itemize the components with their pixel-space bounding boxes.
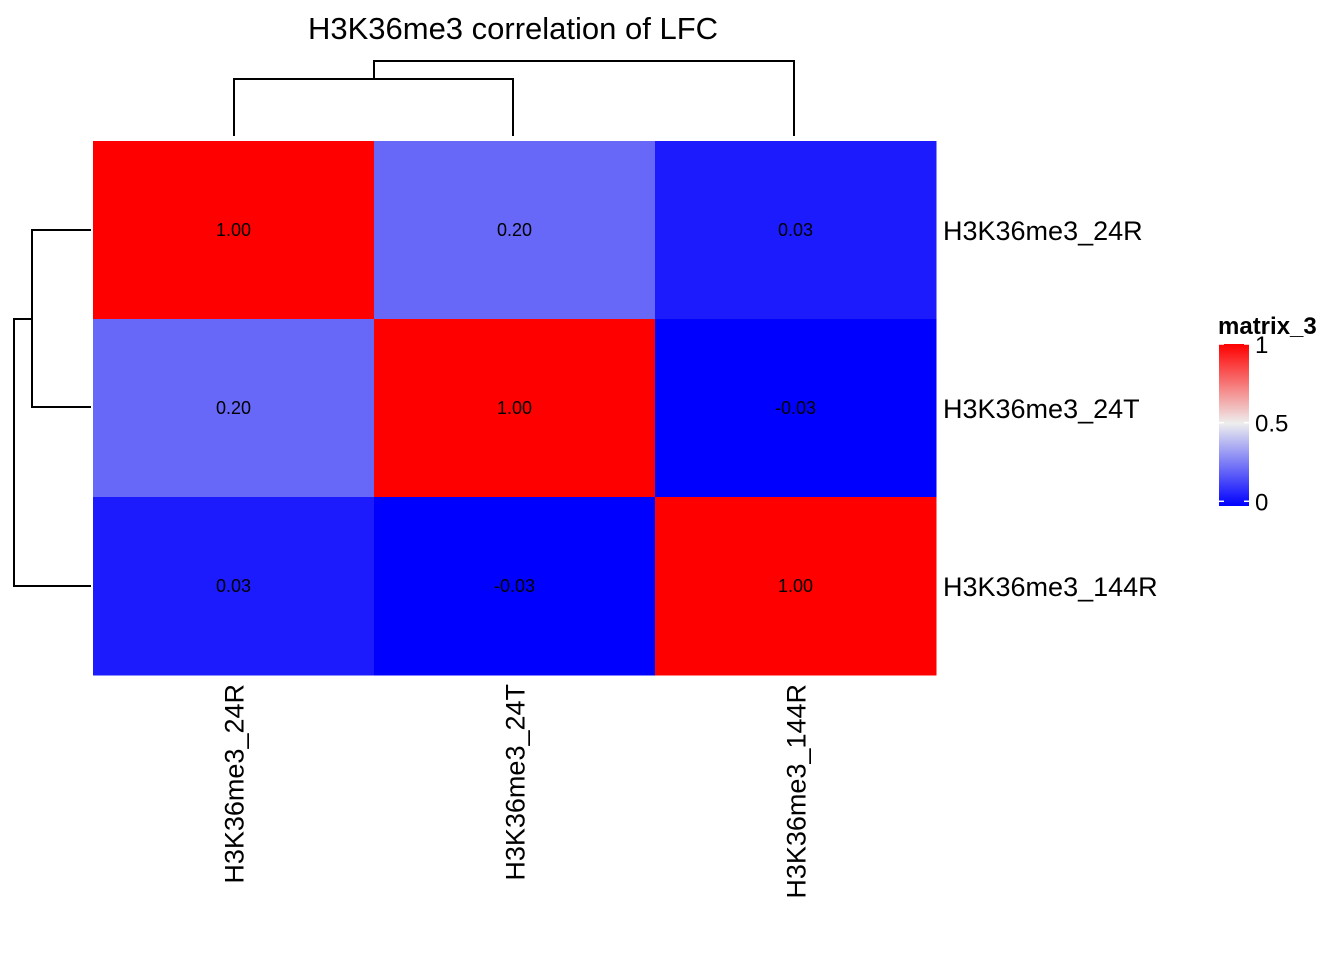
cell-value-label: 1.00: [497, 398, 532, 418]
cell-value-label: 0.03: [216, 576, 251, 596]
chart-title: H3K36me3 correlation of LFC: [308, 11, 718, 46]
row-label: H3K36me3_24R: [943, 216, 1143, 246]
cell-value-label: -0.03: [494, 576, 535, 596]
row-dendrogram-branch-inner: [31, 229, 91, 408]
legend-title: matrix_3: [1218, 313, 1317, 340]
row-dendrogram-branch-outer: [13, 318, 91, 587]
column-dendrogram: [233, 60, 795, 136]
heatmap-cell: [655, 141, 937, 320]
column-label: H3K36me3_24T: [501, 684, 531, 881]
legend-tick-label: 1: [1255, 332, 1268, 359]
column-dendrogram-branch-outer: [373, 60, 795, 136]
column-label: H3K36me3_24R: [220, 684, 250, 884]
heatmap-cell: [655, 497, 937, 676]
heatmap-cell: [93, 319, 375, 498]
row-labels: H3K36me3_24R H3K36me3_24T H3K36me3_144R: [943, 216, 1158, 602]
heatmap-cell: [655, 319, 937, 498]
row-label: H3K36me3_144R: [943, 572, 1158, 602]
cell-value-label: 0.03: [778, 220, 813, 240]
heatmap-cell: [374, 497, 656, 676]
heatmap-cell: [374, 141, 656, 320]
heatmap-cell: [93, 141, 375, 320]
column-label: H3K36me3_144R: [782, 684, 812, 899]
row-dendrogram: [13, 229, 91, 587]
cell-value-label: 1.00: [216, 220, 251, 240]
heatmap-cells: [93, 141, 937, 676]
row-label: H3K36me3_24T: [943, 394, 1140, 424]
heatmap-cell: [93, 497, 375, 676]
column-dendrogram-branch-inner: [233, 78, 514, 136]
heatmap-cell-labels: 1.00 0.20 0.03 0.20 1.00 -0.03 0.03 -0.03 1.00: [216, 220, 816, 596]
legend-color-bar: [1219, 344, 1249, 506]
cell-value-label: 1.00: [778, 576, 813, 596]
cell-value-label: 0.20: [497, 220, 532, 240]
cell-value-label: -0.03: [775, 398, 816, 418]
color-legend: matrix_3 10.50: [1218, 313, 1317, 516]
legend-ticks: 10.50: [1219, 332, 1288, 516]
column-labels: H3K36me3_24R H3K36me3_24T H3K36me3_144R: [220, 684, 812, 899]
cell-value-label: 0.20: [216, 398, 251, 418]
legend-tick-label: 0.5: [1255, 411, 1288, 438]
legend-tick-label: 0: [1255, 489, 1268, 516]
heatmap-cell: [374, 319, 656, 498]
